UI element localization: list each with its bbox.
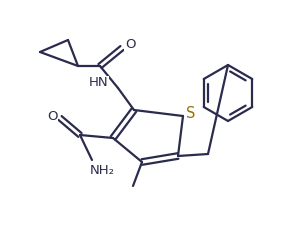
Text: O: O xyxy=(47,109,57,123)
Text: HN: HN xyxy=(88,76,108,89)
Text: S: S xyxy=(186,106,196,122)
Text: O: O xyxy=(125,38,135,50)
Text: NH₂: NH₂ xyxy=(90,164,115,177)
